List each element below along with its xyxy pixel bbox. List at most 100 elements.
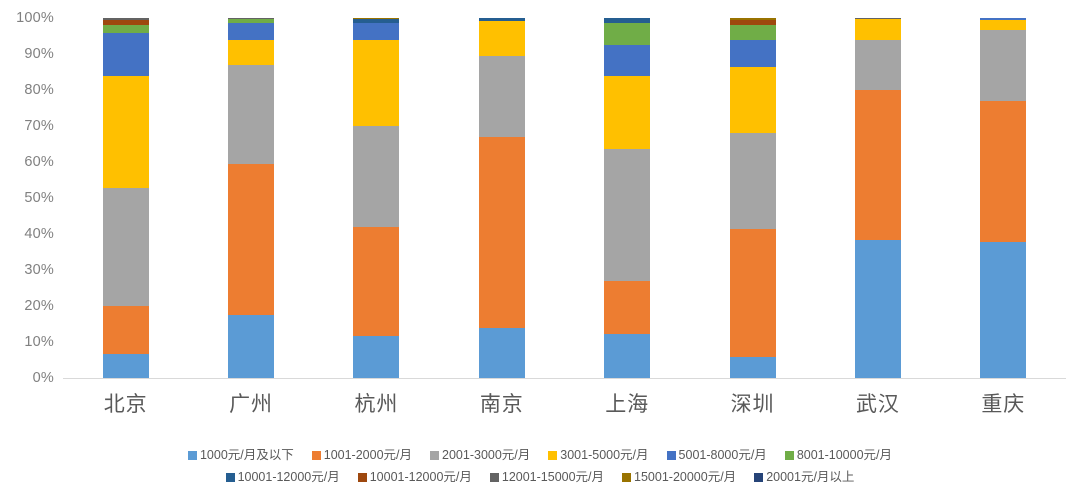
bar-segment[interactable] bbox=[353, 226, 400, 336]
bar-segment[interactable] bbox=[604, 75, 651, 150]
stacked-bar[interactable] bbox=[604, 18, 651, 378]
stacked-bar[interactable] bbox=[228, 18, 275, 378]
bar-segment[interactable] bbox=[102, 75, 149, 189]
bar-segment[interactable] bbox=[228, 23, 275, 40]
bar-segment[interactable] bbox=[604, 23, 651, 46]
bar-segment[interactable] bbox=[729, 66, 776, 134]
bar-slot bbox=[439, 18, 564, 378]
bar-segment[interactable] bbox=[353, 18, 400, 20]
stacked-bar[interactable] bbox=[102, 18, 149, 378]
bar-segment[interactable] bbox=[604, 333, 651, 378]
bar-segment[interactable] bbox=[228, 39, 275, 65]
legend-swatch-icon bbox=[430, 450, 440, 460]
legend-item[interactable]: 3001-5000元/月 bbox=[548, 447, 649, 462]
y-axis-tick: 60% bbox=[24, 154, 54, 170]
legend-swatch-icon bbox=[225, 472, 235, 482]
bar-segment[interactable] bbox=[353, 23, 400, 41]
y-axis-tick: 10% bbox=[24, 334, 54, 350]
bar-segment[interactable] bbox=[604, 149, 651, 281]
bar-segment[interactable] bbox=[478, 18, 525, 22]
bar-segment[interactable] bbox=[102, 18, 149, 20]
bar-segment[interactable] bbox=[729, 19, 776, 26]
legend-label: 10001-12000元/月 bbox=[237, 469, 340, 484]
bar-segment[interactable] bbox=[353, 335, 400, 378]
bar-segment[interactable] bbox=[102, 19, 149, 25]
bar-segment[interactable] bbox=[102, 33, 149, 76]
bar-segment[interactable] bbox=[729, 228, 776, 357]
bar-segment[interactable] bbox=[353, 40, 400, 127]
legend-item[interactable]: 15001-20000元/月 bbox=[622, 471, 736, 484]
bar-segment[interactable] bbox=[854, 39, 901, 91]
bar-segment[interactable] bbox=[729, 356, 776, 378]
legend-item[interactable]: 10001-12000元/月 bbox=[357, 469, 472, 484]
bar-segment[interactable] bbox=[478, 136, 525, 328]
bar-slot bbox=[63, 18, 188, 378]
legend-item[interactable]: 1001-2000元/月 bbox=[311, 447, 413, 462]
legend-swatch-icon bbox=[357, 472, 367, 482]
legend-label: 1000元/月及以下 bbox=[199, 447, 294, 462]
legend-label: 2001-3000元/月 bbox=[442, 447, 531, 462]
y-axis: 0% 10% 20% 30% 40% 50% 60% 70% 80% 90% 100% bbox=[0, 0, 62, 386]
stacked-bar[interactable] bbox=[353, 18, 400, 378]
legend-swatch-icon bbox=[666, 450, 676, 460]
bar-segment[interactable] bbox=[478, 327, 525, 378]
x-axis-label: 南京 bbox=[479, 393, 524, 416]
bar-segment[interactable] bbox=[228, 18, 275, 20]
legend-label: 3001-5000元/月 bbox=[560, 447, 649, 462]
legend-label: 1001-2000元/月 bbox=[323, 447, 413, 462]
bar-segment[interactable] bbox=[854, 240, 901, 378]
y-axis-tick: 20% bbox=[24, 298, 54, 314]
bar-segment[interactable] bbox=[228, 163, 275, 315]
stacked-bar[interactable] bbox=[729, 18, 776, 378]
bar-segment[interactable] bbox=[353, 126, 400, 227]
bar-segment[interactable] bbox=[102, 306, 149, 354]
legend-item[interactable]: 5001-8000元/月 bbox=[666, 449, 767, 462]
bar-segment[interactable] bbox=[854, 90, 901, 241]
bar-segment[interactable] bbox=[729, 18, 776, 20]
bar-segment[interactable] bbox=[854, 18, 901, 20]
legend-item[interactable]: 2001-3000元/月 bbox=[430, 449, 530, 462]
bar-segment[interactable] bbox=[228, 315, 275, 378]
bar-segment[interactable] bbox=[980, 18, 1027, 20]
legend-swatch-icon bbox=[187, 450, 197, 460]
y-axis-tick: 50% bbox=[24, 190, 54, 206]
bar-segment[interactable] bbox=[604, 18, 651, 24]
bar-segment[interactable] bbox=[478, 21, 525, 56]
bar-segment[interactable] bbox=[980, 100, 1027, 243]
bar-segment[interactable] bbox=[980, 19, 1027, 30]
bar-segment[interactable] bbox=[729, 40, 776, 67]
y-axis-tick: 40% bbox=[24, 226, 54, 242]
bar-segment[interactable] bbox=[980, 29, 1027, 101]
bar-segment[interactable] bbox=[604, 45, 651, 76]
legend-swatch-icon bbox=[489, 472, 499, 482]
x-axis-label: 上海 bbox=[605, 393, 650, 416]
bar-segment[interactable] bbox=[604, 280, 651, 334]
bar-slot bbox=[690, 18, 815, 378]
y-axis-tick: 70% bbox=[24, 118, 54, 134]
legend-item[interactable]: 12001-15000元/月 bbox=[489, 471, 604, 484]
x-axis-label: 重庆 bbox=[981, 393, 1026, 416]
stacked-bar[interactable] bbox=[980, 18, 1027, 378]
stacked-bar[interactable] bbox=[478, 18, 525, 378]
legend-item[interactable]: 1000元/月及以下 bbox=[187, 447, 294, 462]
bar-segment[interactable] bbox=[102, 188, 149, 307]
bar-segment[interactable] bbox=[228, 19, 275, 24]
legend-item[interactable]: 10001-12000元/月 bbox=[225, 469, 340, 484]
bar-segment[interactable] bbox=[353, 19, 400, 24]
bar-segment[interactable] bbox=[729, 25, 776, 41]
bar-segment[interactable] bbox=[102, 353, 149, 378]
bar-segment[interactable] bbox=[102, 24, 149, 34]
y-axis-tick: 30% bbox=[24, 262, 54, 278]
bar-segment[interactable] bbox=[980, 242, 1027, 378]
stacked-bar[interactable] bbox=[854, 18, 901, 378]
legend-item[interactable]: 20001元/月以上 bbox=[754, 471, 854, 484]
bar-segment[interactable] bbox=[478, 55, 525, 137]
bar-segment[interactable] bbox=[854, 19, 901, 40]
legend-item[interactable]: 8001-10000元/月 bbox=[784, 449, 892, 462]
legend-label: 10001-12000元/月 bbox=[369, 469, 472, 484]
bar-segment[interactable] bbox=[228, 64, 275, 164]
bar-segment[interactable] bbox=[729, 133, 776, 229]
x-axis-label: 杭州 bbox=[354, 393, 399, 416]
x-axis-label: 北京 bbox=[103, 393, 148, 416]
